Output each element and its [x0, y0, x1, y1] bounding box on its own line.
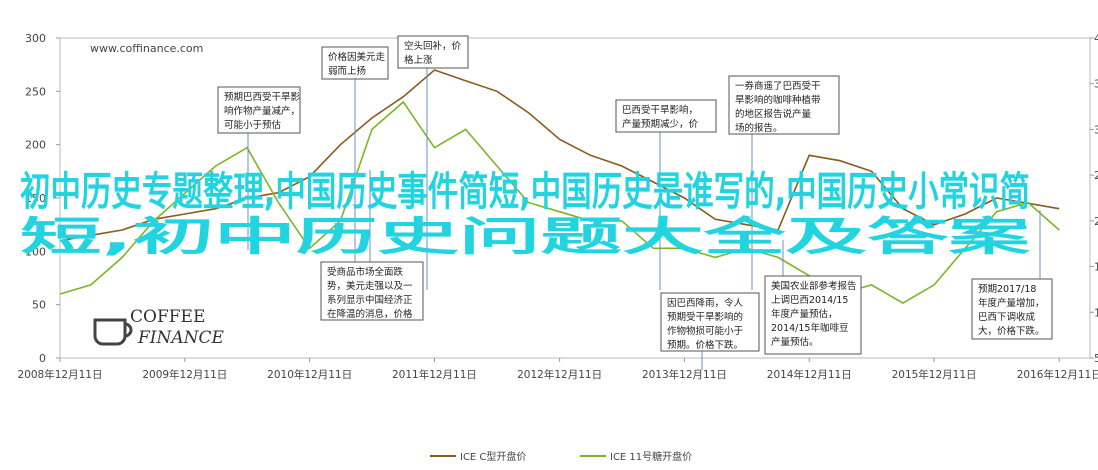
annotation-box: [397, 35, 469, 69]
x-tick-label: 2009年12月11日: [142, 368, 227, 381]
annotation-text: 上调巴西2014/15: [771, 295, 848, 306]
x-tick-label: 2016年12月11日: [1017, 368, 1098, 381]
y-tick-label: 200: [25, 139, 46, 152]
annotation-box: [660, 292, 760, 352]
y-tick-label: 300: [25, 32, 46, 45]
annotation-text: 预期。价格下跌。: [667, 339, 743, 351]
annotation-box: [971, 278, 1053, 340]
annotation-text: 2014/15年咖啡豆: [771, 322, 848, 334]
annotation-text: 空头回补，价: [404, 40, 462, 52]
annotation-box: [728, 75, 840, 135]
annotation-text: 的地区报告说产量: [735, 108, 812, 120]
overlay-title: 短,初中历史问题大全及答案: [20, 214, 1032, 260]
y2-tick-label: 25: [1094, 169, 1098, 182]
x-tick-label: 2014年12月11日: [767, 368, 852, 381]
annotation-box: [615, 99, 717, 133]
x-tick-label: 2011年12月11日: [392, 368, 477, 381]
annotation-text: 美国农业部参考报告: [771, 280, 857, 292]
annotation-text: 响作物产量减产，: [224, 105, 300, 117]
annotation-text: 可能小于预估: [224, 119, 282, 131]
annotation-text: 预期2017/18: [978, 284, 1036, 295]
y-tick-label: 100: [25, 245, 46, 258]
annotation-text: 势，美元走强以及一: [327, 280, 413, 292]
annotation-text: 年度产量预估，: [771, 308, 838, 320]
series-line: [59, 100, 1060, 305]
logo: COFFEE: [130, 307, 205, 327]
y-tick-label: 50: [32, 299, 46, 312]
series-line: [59, 69, 1060, 242]
legend-label: ICE 11号糖开盘价: [610, 450, 692, 463]
logo-cup: [93, 318, 133, 346]
annotation-text: 大，价格下跌。: [978, 325, 1045, 337]
annotation-text: 产量预估。: [771, 336, 819, 348]
annotation-text: 系列显示中国经济正: [327, 294, 413, 306]
x-tick-label: 2008年12月11日: [18, 368, 103, 381]
y2-tick-label: 10: [1094, 306, 1098, 319]
y2-tick-label: 35: [1094, 78, 1098, 91]
x-tick-label: 2013年12月11日: [642, 368, 727, 381]
overlay-title: 初中历史专题整理,中国历史事件简短,中国历史是谁写的,中国历史小常识简: [20, 169, 1030, 215]
annotation-box: [764, 275, 862, 355]
legend-label: ICE C型开盘价: [460, 450, 526, 463]
y-tick-label: 250: [25, 85, 46, 98]
annotation-text: 预期受干旱影响的: [667, 311, 743, 323]
annotation-text: 场的报告。: [735, 122, 783, 134]
annotation-text: 价格因美元走: [328, 51, 386, 63]
annotation-text: 巴西受干旱影响，: [622, 104, 698, 116]
annotation-text: 作物物损可能小于: [667, 325, 743, 337]
y2-tick-label: 20: [1094, 215, 1098, 228]
annotation-text: 年度产量增加，: [978, 297, 1045, 309]
y2-tick-label: 15: [1094, 261, 1098, 274]
logo: FINANCE: [137, 328, 225, 348]
annotation-box: [320, 261, 424, 321]
y2-tick-label: 40: [1094, 32, 1098, 45]
annotation-text: 因巴西降雨，令人: [667, 297, 744, 309]
x-tick-label: 2010年12月11日: [267, 368, 352, 381]
annotation-text: 产量预期减少，价: [622, 118, 699, 130]
annotation-text: 弱而上扬: [328, 65, 366, 77]
x-tick-label: 2015年12月11日: [892, 368, 977, 381]
annotation-text: 旱影响的咖啡种植带: [735, 94, 821, 106]
annotation-text: 受商品市场全面跌: [327, 266, 404, 278]
annotation-box: [217, 86, 301, 134]
annotation-text: 格上涨: [404, 54, 433, 66]
y2-tick-label: 30: [1094, 123, 1098, 136]
y2-tick-label: 5: [1094, 352, 1098, 365]
watermark: www.coffinance.com: [90, 42, 203, 55]
x-tick-label: 2012年12月11日: [517, 368, 602, 381]
y-tick-label: 0: [39, 352, 46, 365]
annotation-text: 巴西下调收成: [978, 311, 1036, 323]
y-tick-label: 150: [25, 192, 46, 205]
annotation-text: 在降温的消息，价格: [327, 308, 413, 320]
annotation-text: 一券商遥了巴西受干: [735, 80, 821, 92]
annotation-text: 预期巴西受干旱影: [224, 91, 301, 103]
annotation-box: [321, 46, 389, 80]
